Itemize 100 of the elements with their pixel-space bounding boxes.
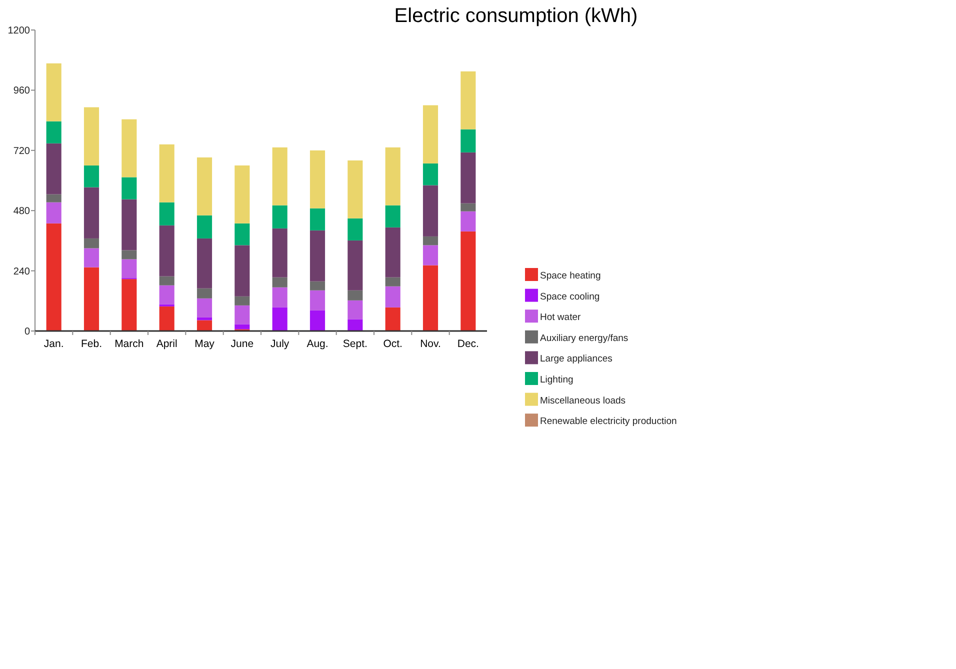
bar	[84, 187, 100, 238]
bar	[46, 121, 62, 144]
bar	[46, 143, 62, 194]
bar	[234, 324, 250, 330]
x-tick-label: Dec.	[457, 338, 479, 350]
bar	[385, 147, 400, 206]
bar	[159, 225, 174, 276]
bar	[234, 296, 250, 306]
bar	[159, 202, 174, 226]
bar	[385, 205, 400, 228]
bar	[272, 205, 288, 228]
bar	[122, 177, 137, 200]
bar	[272, 228, 288, 278]
bar	[422, 265, 438, 331]
bar	[422, 185, 438, 236]
bar	[122, 279, 137, 331]
bar	[422, 236, 438, 246]
bar	[84, 267, 100, 331]
bar	[460, 203, 476, 212]
x-tick-label: Nov.	[420, 338, 441, 350]
x-tick-label: July	[270, 338, 290, 350]
y-tick-label: 960	[13, 86, 30, 97]
bar	[122, 119, 137, 178]
bar	[122, 199, 137, 250]
bar	[348, 300, 363, 320]
bar	[122, 250, 137, 260]
bar	[234, 223, 250, 246]
legend-label: Miscellaneous loads	[540, 395, 626, 406]
legend-label: Large appliances	[540, 354, 613, 365]
chart-title: Electric consumption (kWh)	[394, 5, 638, 27]
bar	[46, 223, 62, 331]
x-tick-label: March	[114, 338, 144, 350]
bar	[348, 160, 363, 218]
bar	[196, 215, 212, 238]
bar	[159, 144, 174, 202]
bar	[234, 305, 250, 324]
bar	[310, 230, 326, 282]
x-tick-label: May	[194, 338, 216, 350]
bar	[385, 307, 400, 331]
x-tick-label: Jan.	[44, 338, 64, 350]
bar	[159, 285, 174, 304]
bar	[348, 319, 363, 331]
bar	[196, 288, 212, 298]
bar	[422, 245, 438, 266]
x-tick-label: June	[230, 338, 254, 350]
x-tick-label: Sept.	[342, 338, 368, 350]
y-tick-label: 480	[13, 206, 30, 218]
x-tick-label: Oct.	[383, 338, 402, 350]
bar	[460, 152, 476, 204]
bar	[196, 238, 212, 288]
bar	[310, 150, 326, 208]
y-tick-label: 240	[13, 266, 30, 278]
bar	[460, 71, 476, 130]
bar	[46, 63, 62, 122]
bar	[272, 287, 288, 308]
bar	[385, 277, 400, 286]
bar	[84, 248, 100, 268]
bar	[272, 147, 288, 206]
bar	[196, 298, 212, 318]
bar	[310, 281, 326, 290]
bar	[122, 259, 137, 278]
bar	[196, 157, 212, 216]
x-tick-label: Feb.	[80, 338, 102, 350]
legend-label: Space cooling	[540, 291, 600, 302]
bar	[385, 286, 400, 308]
bar	[84, 107, 100, 166]
bar	[385, 227, 400, 278]
bar	[159, 306, 174, 331]
bar	[422, 163, 438, 186]
bar	[196, 320, 212, 331]
legend-label: Hot water	[540, 312, 581, 324]
bar	[272, 277, 288, 288]
bar	[348, 218, 363, 240]
bar	[310, 208, 326, 230]
bar	[460, 211, 476, 232]
y-tick-label: 720	[13, 146, 30, 157]
bar	[84, 165, 100, 188]
bar	[159, 276, 174, 286]
bar	[196, 317, 212, 320]
legend-label: Space heating	[540, 270, 601, 282]
legend-label: Lighting	[540, 374, 574, 386]
legend-label: Renewable electricity production	[540, 416, 677, 428]
bar	[310, 290, 326, 310]
bar	[46, 194, 62, 202]
bar	[460, 129, 476, 152]
bar	[234, 245, 250, 296]
y-tick-label: 1200	[8, 26, 30, 36]
bar	[348, 240, 363, 290]
bar	[422, 105, 438, 164]
bar	[460, 231, 476, 331]
bar	[272, 307, 288, 331]
legend-label: Auxiliary energy/fans	[540, 332, 628, 344]
bar	[84, 238, 100, 248]
bar	[234, 165, 250, 224]
bar	[348, 290, 363, 300]
bar	[46, 202, 62, 224]
y-tick-label: 0	[24, 326, 30, 338]
bar	[310, 310, 326, 331]
x-tick-label: April	[156, 338, 178, 350]
x-tick-label: Aug.	[306, 338, 328, 350]
